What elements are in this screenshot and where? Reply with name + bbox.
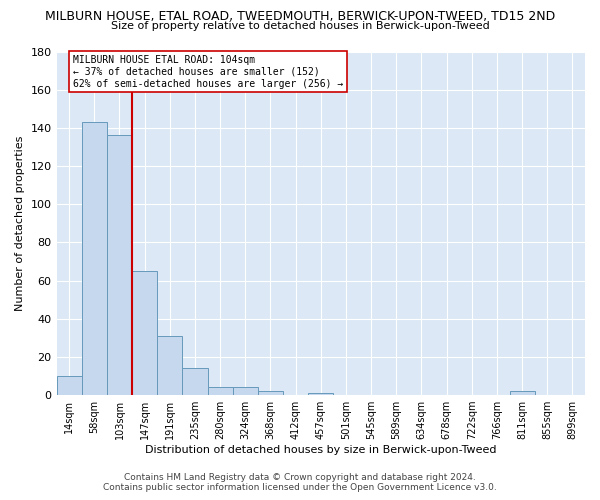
Bar <box>132 271 157 395</box>
Bar <box>82 122 107 395</box>
Bar <box>233 388 258 395</box>
Y-axis label: Number of detached properties: Number of detached properties <box>15 136 25 311</box>
Text: Size of property relative to detached houses in Berwick-upon-Tweed: Size of property relative to detached ho… <box>110 21 490 31</box>
Text: MILBURN HOUSE, ETAL ROAD, TWEEDMOUTH, BERWICK-UPON-TWEED, TD15 2ND: MILBURN HOUSE, ETAL ROAD, TWEEDMOUTH, BE… <box>45 10 555 23</box>
Text: Contains HM Land Registry data © Crown copyright and database right 2024.
Contai: Contains HM Land Registry data © Crown c… <box>103 473 497 492</box>
X-axis label: Distribution of detached houses by size in Berwick-upon-Tweed: Distribution of detached houses by size … <box>145 445 497 455</box>
Bar <box>157 336 182 395</box>
Bar <box>107 136 132 395</box>
Bar <box>182 368 208 395</box>
Text: MILBURN HOUSE ETAL ROAD: 104sqm
← 37% of detached houses are smaller (152)
62% o: MILBURN HOUSE ETAL ROAD: 104sqm ← 37% of… <box>73 56 343 88</box>
Bar <box>308 393 334 395</box>
Bar <box>509 392 535 395</box>
Bar <box>56 376 82 395</box>
Bar <box>258 392 283 395</box>
Bar <box>208 388 233 395</box>
